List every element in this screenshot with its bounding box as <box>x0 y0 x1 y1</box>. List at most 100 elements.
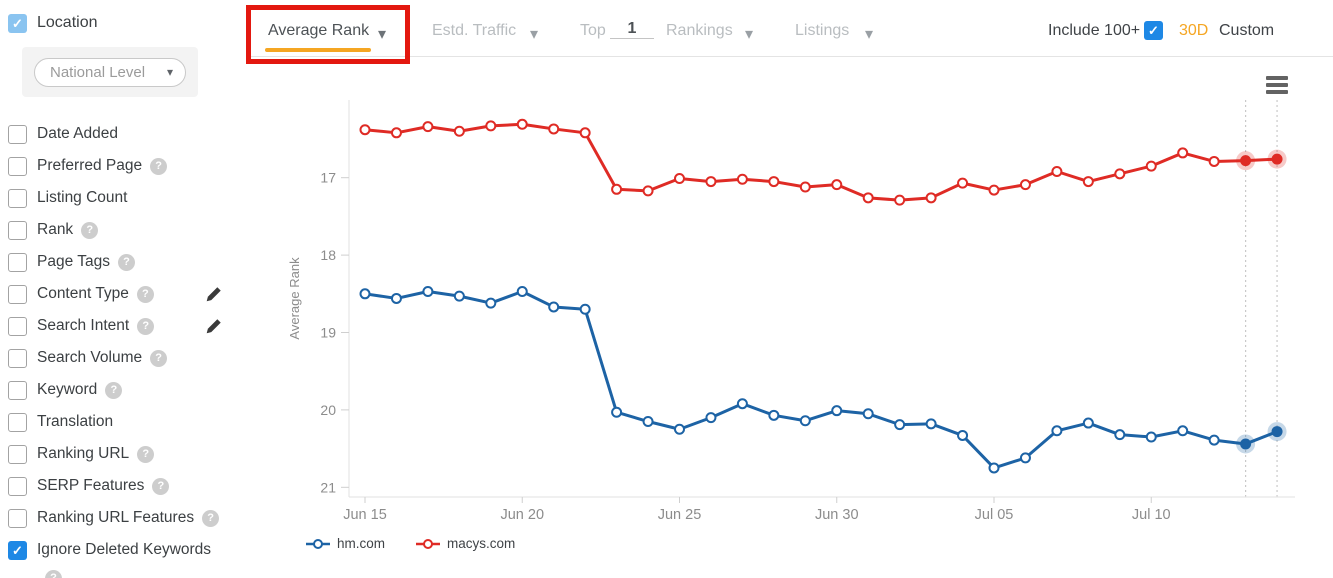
data-point-hm.com[interactable] <box>1114 429 1126 441</box>
legend-item-macys.com[interactable]: macys.com <box>415 536 515 551</box>
data-point-hm.com[interactable] <box>611 406 623 418</box>
data-point-hm.com[interactable] <box>422 285 434 297</box>
data-point-macys.com[interactable] <box>768 176 780 188</box>
filter-listing-count[interactable]: ✓ Listing Count <box>8 182 248 214</box>
filter-page-tags[interactable]: ✓ Page Tags? <box>8 246 248 278</box>
data-point-hm.com[interactable] <box>453 290 465 302</box>
hamburger-menu-icon[interactable] <box>1266 76 1288 97</box>
help-icon[interactable]: ? <box>202 509 220 527</box>
help-icon[interactable]: ? <box>137 445 155 463</box>
data-point-hm.com[interactable] <box>862 408 874 420</box>
data-point-macys.com[interactable] <box>1271 153 1283 165</box>
data-point-hm.com[interactable] <box>390 292 402 304</box>
data-point-macys.com[interactable] <box>988 184 1000 196</box>
data-point-hm.com[interactable] <box>1177 425 1189 437</box>
data-point-hm.com[interactable] <box>736 398 748 410</box>
data-point-hm.com[interactable] <box>894 419 906 431</box>
filter-serp-features[interactable]: ✓ SERP Features? <box>8 470 248 502</box>
data-point-hm.com[interactable] <box>988 462 1000 474</box>
help-icon[interactable]: ? <box>105 381 123 399</box>
data-point-hm.com[interactable] <box>799 415 811 427</box>
data-point-macys.com[interactable] <box>1051 166 1063 178</box>
data-point-macys.com[interactable] <box>642 185 654 197</box>
filter-preferred-page[interactable]: ✓ Preferred Page? <box>8 150 248 182</box>
chevron-down-icon[interactable]: ▾ <box>530 26 539 43</box>
filter-search-volume[interactable]: ✓ Search Volume? <box>8 342 248 374</box>
serp-features-checkbox[interactable]: ✓ <box>8 476 27 496</box>
data-point-hm.com[interactable] <box>1271 426 1283 438</box>
edit-pencil-icon[interactable] <box>205 286 222 303</box>
filter-search-intent[interactable]: ✓ Search Intent? <box>8 310 248 342</box>
data-point-macys.com[interactable] <box>1208 155 1220 167</box>
data-point-macys.com[interactable] <box>390 127 402 139</box>
edit-pencil-icon[interactable] <box>205 318 222 335</box>
data-point-macys.com[interactable] <box>359 124 371 136</box>
data-point-macys.com[interactable] <box>705 176 717 188</box>
data-point-macys.com[interactable] <box>1114 168 1126 180</box>
data-point-hm.com[interactable] <box>485 297 497 309</box>
data-point-hm.com[interactable] <box>1082 417 1094 429</box>
chevron-down-icon[interactable]: ▾ <box>745 26 754 43</box>
data-point-hm.com[interactable] <box>642 416 654 428</box>
data-point-macys.com[interactable] <box>422 121 434 133</box>
data-point-hm.com[interactable] <box>516 285 528 297</box>
data-point-macys.com[interactable] <box>674 172 685 184</box>
help-icon[interactable]: ? <box>81 221 99 239</box>
translation-checkbox[interactable]: ✓ <box>8 412 27 432</box>
filter-rank[interactable]: ✓ Rank? <box>8 214 248 246</box>
data-point-hm.com[interactable] <box>1145 431 1157 443</box>
page-tags-checkbox[interactable]: ✓ <box>8 252 27 272</box>
search-intent-checkbox[interactable]: ✓ <box>8 316 27 336</box>
data-point-hm.com[interactable] <box>1208 434 1220 446</box>
data-point-macys.com[interactable] <box>1177 147 1189 159</box>
listing-count-checkbox[interactable]: ✓ <box>8 188 27 208</box>
filter-ranking-url[interactable]: ✓ Ranking URL? <box>8 438 248 470</box>
ranking-url-checkbox[interactable]: ✓ <box>8 444 27 464</box>
data-point-macys.com[interactable] <box>831 179 843 191</box>
filter-translation[interactable]: ✓ Translation <box>8 406 248 438</box>
data-point-hm.com[interactable] <box>705 412 717 424</box>
ignore-deleted-keywords-checkbox[interactable]: ✓ <box>8 540 27 560</box>
tab-estd-traffic[interactable]: Estd. Traffic <box>432 22 517 39</box>
data-point-hm.com[interactable] <box>1019 452 1031 464</box>
legend-item-hm.com[interactable]: hm.com <box>305 536 385 551</box>
data-point-hm.com[interactable] <box>579 303 591 315</box>
data-point-hm.com[interactable] <box>359 288 371 300</box>
keyword-checkbox[interactable]: ✓ <box>8 380 27 400</box>
data-point-macys.com[interactable] <box>1082 176 1094 188</box>
help-icon[interactable]: ? <box>45 569 62 578</box>
help-icon[interactable]: ? <box>150 157 168 175</box>
filter-ranking-url-features[interactable]: ✓ Ranking URL Features? <box>8 502 248 534</box>
data-point-hm.com[interactable] <box>1051 425 1063 437</box>
chevron-down-icon[interactable]: ▾ <box>865 26 874 43</box>
date-added-checkbox[interactable]: ✓ <box>8 124 27 144</box>
data-point-hm.com[interactable] <box>1240 438 1252 450</box>
tab-top-rankings-suffix[interactable]: Rankings <box>666 22 733 39</box>
data-point-macys.com[interactable] <box>579 127 591 139</box>
ranking-url-features-checkbox[interactable]: ✓ <box>8 508 27 528</box>
data-point-hm.com[interactable] <box>925 418 937 430</box>
location-checkbox[interactable]: ✓ <box>8 13 27 33</box>
filter-content-type[interactable]: ✓ Content Type? <box>8 278 248 310</box>
help-icon[interactable]: ? <box>137 317 155 335</box>
data-point-macys.com[interactable] <box>516 118 528 130</box>
tab-average-rank[interactable]: Average Rank <box>268 22 370 39</box>
data-point-macys.com[interactable] <box>1240 155 1252 167</box>
data-point-macys.com[interactable] <box>548 123 560 135</box>
help-icon[interactable]: ? <box>152 477 170 495</box>
content-type-checkbox[interactable]: ✓ <box>8 284 27 304</box>
data-point-macys.com[interactable] <box>894 194 906 206</box>
search-volume-checkbox[interactable]: ✓ <box>8 348 27 368</box>
data-point-macys.com[interactable] <box>453 125 465 137</box>
top-rank-input[interactable] <box>610 20 654 39</box>
tab-listings[interactable]: Listings <box>795 22 850 39</box>
filter-date-added[interactable]: ✓ Date Added <box>8 118 248 150</box>
data-point-macys.com[interactable] <box>1145 160 1157 172</box>
data-point-hm.com[interactable] <box>831 405 843 417</box>
chevron-down-icon[interactable]: ▾ <box>378 26 387 43</box>
data-point-macys.com[interactable] <box>736 173 748 185</box>
data-point-macys.com[interactable] <box>611 183 623 195</box>
tab-top-rankings-prefix[interactable]: Top <box>580 22 606 39</box>
help-icon[interactable]: ? <box>117 253 135 271</box>
average-rank-chart[interactable]: 17 18 19 20 21 Jun 15 Jun 20 Jun 25 Jun 30 Jul 05… <box>280 72 1333 537</box>
